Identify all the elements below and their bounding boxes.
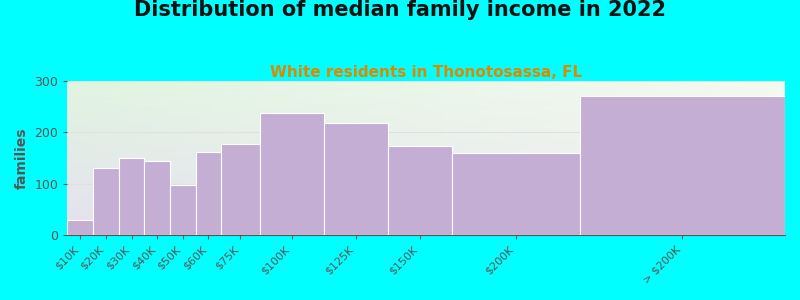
Bar	[260, 113, 324, 235]
Bar	[222, 144, 260, 235]
Bar	[144, 160, 170, 235]
Bar	[580, 95, 785, 235]
Bar	[452, 153, 580, 235]
Text: Distribution of median family income in 2022: Distribution of median family income in …	[134, 0, 666, 20]
Bar	[324, 123, 388, 235]
Bar	[67, 220, 93, 235]
Bar	[118, 158, 144, 235]
Y-axis label: families: families	[15, 127, 29, 189]
Title: White residents in Thonotosassa, FL: White residents in Thonotosassa, FL	[270, 65, 582, 80]
Bar	[170, 185, 195, 235]
Bar	[195, 152, 222, 235]
Bar	[388, 146, 452, 235]
Bar	[93, 168, 118, 235]
